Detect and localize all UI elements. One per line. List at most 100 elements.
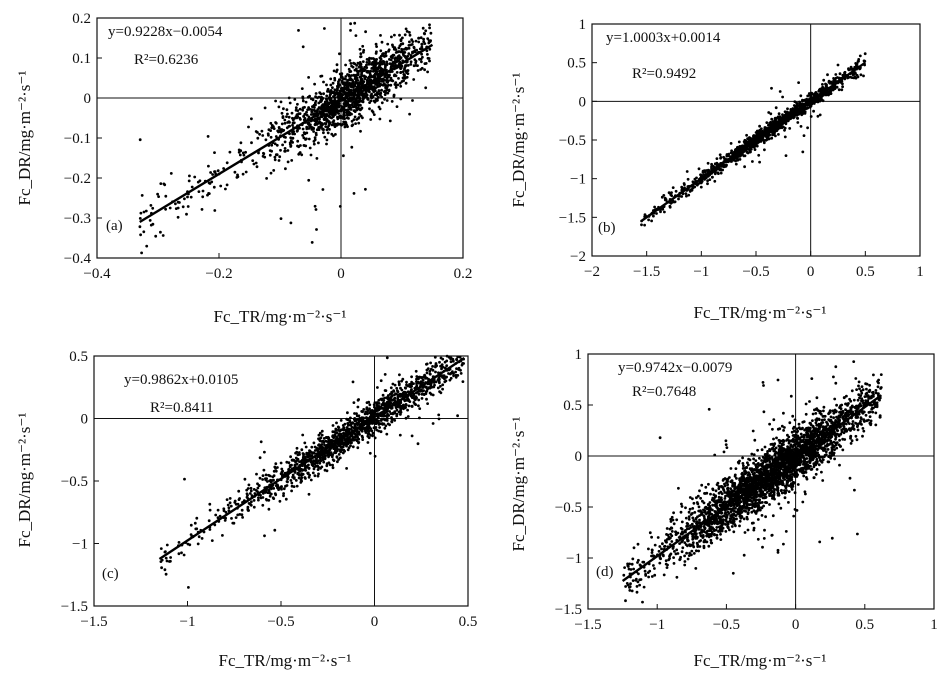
data-point	[789, 108, 793, 111]
data-point	[142, 230, 146, 234]
x-tick-label: −0.2	[205, 266, 232, 282]
data-point	[638, 583, 641, 587]
data-point	[647, 218, 650, 222]
data-point	[339, 432, 343, 436]
data-point	[263, 450, 266, 454]
data-point	[743, 138, 747, 142]
data-point	[783, 135, 787, 139]
data-point	[813, 92, 817, 96]
data-point	[834, 365, 838, 369]
data-point	[296, 129, 299, 133]
data-point	[769, 120, 773, 124]
data-point	[833, 397, 837, 401]
data-point	[340, 445, 344, 449]
y-tick-label: 0.5	[567, 56, 586, 72]
data-point	[433, 355, 437, 359]
data-point	[349, 29, 352, 32]
data-point	[708, 178, 712, 182]
data-point	[274, 467, 277, 470]
data-point	[294, 108, 298, 112]
data-point	[363, 76, 367, 80]
data-point	[366, 96, 369, 100]
data-point	[389, 398, 393, 402]
y-tick-label: 0.1	[72, 51, 91, 67]
data-point	[261, 154, 265, 158]
data-point	[439, 391, 443, 395]
data-point	[353, 77, 357, 80]
y-tick-label: −0.4	[64, 251, 92, 267]
data-point	[338, 109, 342, 113]
data-point	[373, 405, 376, 409]
data-point	[279, 148, 282, 152]
data-point	[461, 380, 465, 383]
data-point	[419, 36, 423, 40]
data-point	[403, 386, 407, 390]
data-point	[796, 121, 800, 124]
data-point	[320, 104, 324, 108]
data-point	[302, 115, 305, 118]
data-point	[333, 105, 336, 109]
data-point	[242, 153, 246, 157]
data-point	[745, 148, 748, 152]
y-tick-label: 1	[575, 347, 583, 363]
data-point	[163, 568, 167, 572]
data-point	[348, 59, 352, 62]
data-point	[345, 108, 349, 112]
data-point	[207, 519, 211, 523]
data-point	[748, 148, 751, 152]
data-point	[339, 115, 342, 119]
data-point	[441, 387, 444, 391]
data-point	[330, 123, 334, 127]
data-point	[159, 182, 163, 186]
data-point	[285, 460, 289, 464]
data-point	[325, 138, 329, 142]
data-point	[331, 424, 335, 427]
data-point	[148, 219, 152, 222]
data-point	[298, 112, 302, 115]
data-point	[818, 113, 822, 117]
data-point	[281, 143, 284, 147]
data-point	[237, 148, 241, 152]
data-point	[806, 106, 810, 110]
data-point	[367, 423, 371, 426]
data-point	[685, 194, 688, 198]
data-point	[300, 87, 304, 90]
data-point	[375, 70, 379, 74]
data-point	[358, 112, 361, 116]
data-point	[356, 446, 360, 450]
data-point	[438, 360, 441, 364]
x-tick-label: 0	[337, 266, 345, 282]
data-point	[292, 121, 296, 125]
data-point	[674, 189, 678, 193]
data-point	[326, 114, 330, 118]
data-point	[188, 174, 191, 178]
data-point	[261, 478, 264, 481]
data-point	[405, 71, 408, 74]
data-point	[252, 505, 256, 509]
data-point	[335, 70, 338, 74]
data-point	[290, 159, 294, 162]
data-point	[333, 123, 337, 126]
data-point	[437, 413, 441, 417]
data-point	[313, 101, 317, 105]
data-point	[802, 134, 806, 138]
y-tick-label: 0	[575, 449, 583, 465]
data-point	[265, 177, 268, 180]
data-point	[348, 105, 352, 109]
data-point	[769, 112, 773, 116]
data-point	[314, 95, 317, 98]
data-point	[275, 143, 279, 147]
data-point	[321, 123, 324, 126]
data-point	[353, 93, 357, 96]
data-point	[328, 127, 331, 131]
data-point	[236, 513, 240, 517]
data-point	[872, 373, 875, 377]
data-point	[357, 103, 360, 107]
data-point	[767, 137, 771, 141]
data-point	[321, 188, 325, 191]
x-tick-label: 0.5	[459, 614, 478, 630]
data-point	[334, 133, 337, 136]
data-point	[803, 98, 806, 102]
data-point	[858, 54, 862, 58]
data-point	[324, 439, 327, 443]
